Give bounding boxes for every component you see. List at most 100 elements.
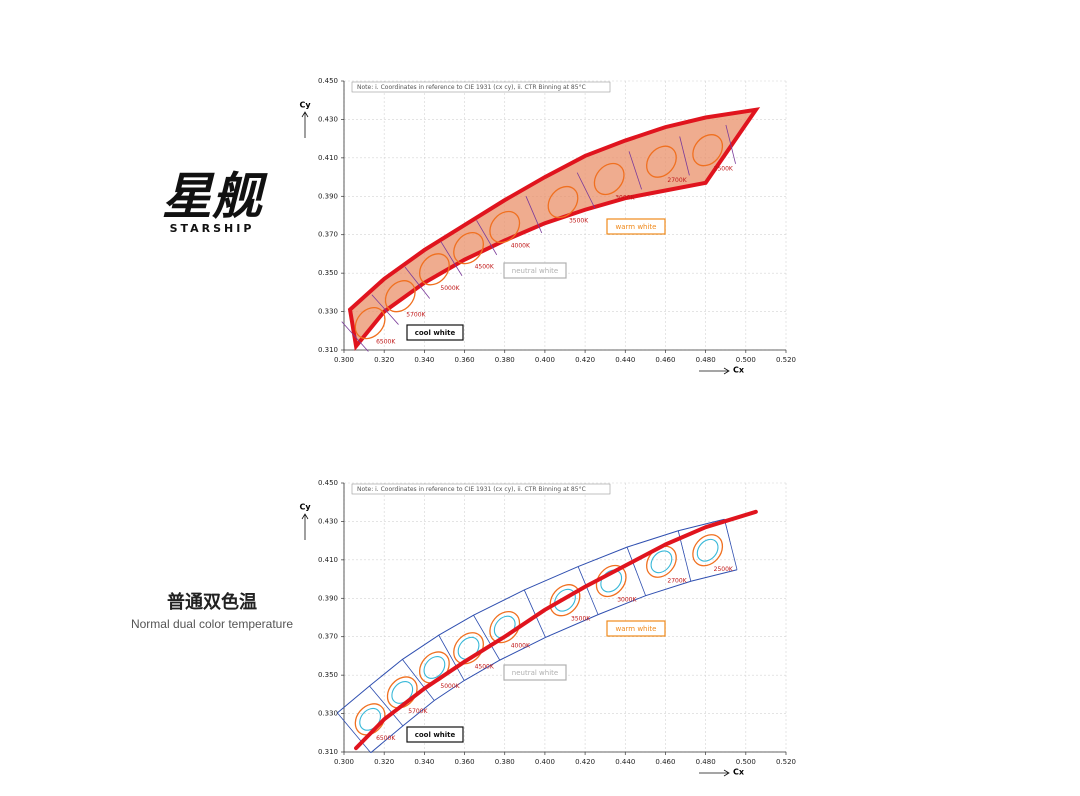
cct-label: 5700K — [406, 312, 426, 319]
cct-ellipse — [692, 134, 724, 167]
bin-edge — [476, 220, 498, 256]
x-tick-label: 0.360 — [455, 356, 475, 364]
cct-ellipse-inner — [554, 588, 576, 612]
cct-label: 5000K — [440, 285, 460, 292]
y-axis-arrow — [301, 513, 309, 540]
cct-ellipse-inner — [650, 550, 673, 574]
zone-box — [503, 262, 567, 279]
bin-edge — [402, 659, 419, 681]
x-tick-label: 0.420 — [575, 758, 595, 766]
x-tick-label: 0.340 — [414, 356, 434, 364]
cct-ellipse-inner — [359, 707, 382, 731]
y-tick-label: 0.410 — [318, 154, 338, 162]
zone-label: neutral white — [512, 669, 558, 677]
x-tick-label: 0.360 — [455, 758, 475, 766]
cct-ellipse — [489, 610, 521, 644]
bin-edge — [626, 547, 637, 572]
x-tick-label: 0.500 — [736, 758, 756, 766]
cct-label: 5700K — [408, 708, 428, 715]
cct-ellipse-inner — [600, 569, 623, 593]
chart: 0.300 0.320 0.340 0.360 0.380 0.400 0.420 0.440… — [299, 479, 796, 777]
x-tick-label: 0.420 — [575, 356, 595, 364]
cct-ellipse-inner — [696, 538, 719, 562]
x-axis-arrow — [699, 367, 730, 375]
cct-ellipse — [384, 280, 416, 313]
cct-ellipse — [386, 676, 418, 709]
x-tick-label: 0.440 — [615, 758, 635, 766]
caption-title: 普通双色温 — [167, 591, 257, 613]
cct-ellipse — [418, 253, 450, 286]
bin-edge — [337, 712, 355, 733]
cct-label: 2500K — [714, 566, 734, 573]
cct-label: 2700K — [667, 577, 687, 584]
note-box — [351, 483, 611, 495]
y-tick-label: 0.390 — [318, 594, 338, 602]
x-tick-label: 0.300 — [334, 356, 354, 364]
zone-label: neutral white — [512, 267, 558, 275]
cct-label: 4500K — [475, 264, 495, 271]
cct-ellipse — [354, 703, 386, 736]
cct-label: 2500K — [714, 166, 734, 173]
cct-label: 4000K — [511, 643, 531, 650]
logo: 星舰 STARSHIP — [162, 168, 268, 236]
x-tick-label: 0.340 — [414, 758, 434, 766]
bin-edge — [628, 151, 642, 190]
bin-edge — [473, 615, 487, 638]
note: Note: i. Coordinates in reference to CIE… — [357, 84, 586, 91]
x-tick-label: 0.500 — [736, 356, 756, 364]
x-tick-label: 0.440 — [615, 356, 635, 364]
x-tick-label: 0.380 — [495, 356, 515, 364]
chart: 0.300 0.320 0.340 0.360 0.380 0.400 0.420 0.440… — [299, 77, 796, 375]
y-axis-label: Cy — [299, 503, 311, 512]
line — [354, 509, 758, 751]
bin-edge — [725, 124, 736, 164]
x-tick-label: 0.380 — [495, 758, 515, 766]
y-tick-label: 0.430 — [318, 517, 338, 525]
x-axis-label: Cx — [733, 366, 745, 375]
cct-label: 3000K — [617, 596, 637, 603]
bin-edge — [679, 136, 690, 176]
bin-edge — [440, 241, 463, 276]
bin-edge — [525, 195, 543, 234]
cct-ellipse — [489, 210, 521, 244]
y-tick-label: 0.410 — [318, 556, 338, 564]
cct-ellipse — [453, 232, 484, 265]
cct-label: 4500K — [475, 664, 495, 671]
cct-ellipse — [453, 632, 484, 665]
cct-label: 5000K — [440, 683, 460, 690]
bin-edge — [524, 589, 536, 614]
cct-label: 3500K — [571, 616, 591, 623]
y-tick-label: 0.370 — [318, 231, 338, 239]
x-tick-label: 0.460 — [655, 758, 675, 766]
bin-edge — [337, 518, 725, 714]
cct-label: 6500K — [376, 735, 396, 742]
bin-edge — [404, 266, 431, 299]
cct-ellipse — [547, 185, 579, 219]
zone-box — [503, 664, 567, 681]
y-tick-label: 0.350 — [318, 671, 338, 679]
bins — [341, 124, 736, 352]
bin-edge — [724, 519, 731, 545]
zone-box — [606, 620, 666, 637]
caption-subtitle: Normal dual color temperature — [131, 617, 293, 631]
cct-label: 2700K — [667, 177, 687, 184]
x-tick-label: 0.320 — [374, 758, 394, 766]
logo-subtitle: STARSHIP — [170, 222, 255, 235]
x-tick-label: 0.480 — [696, 758, 716, 766]
bin-edge — [371, 294, 399, 325]
cct-label: 6500K — [376, 339, 396, 346]
cct-ellipse-inner — [391, 681, 414, 704]
cct-ellipse — [549, 584, 581, 617]
y-tick-label: 0.390 — [318, 192, 338, 200]
y-tick-label: 0.350 — [318, 269, 338, 277]
cct-ellipse — [646, 145, 677, 178]
bin-edge — [438, 635, 452, 658]
zone-box — [406, 726, 464, 743]
zone-label: cool white — [415, 329, 456, 337]
zone-box — [406, 324, 464, 341]
series — [347, 107, 761, 351]
zone-box — [606, 218, 666, 235]
y-tick-label: 0.330 — [318, 710, 338, 718]
x-tick-label: 0.320 — [374, 356, 394, 364]
